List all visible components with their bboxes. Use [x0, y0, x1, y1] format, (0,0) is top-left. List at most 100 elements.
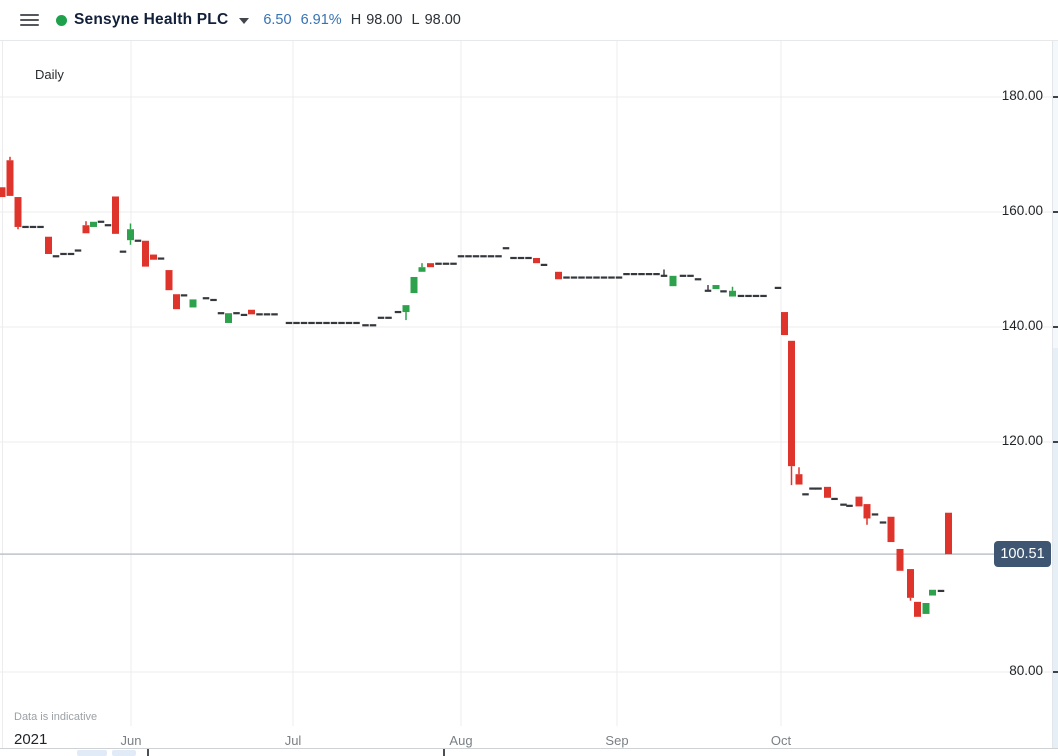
- flat-day-dash: [22, 225, 29, 229]
- flat-day-dash: [263, 313, 271, 316]
- price-axis-tick: [1053, 211, 1058, 213]
- flat-day-dash: [570, 276, 578, 279]
- candle-up: [90, 221, 97, 227]
- hamburger-menu-icon[interactable]: [20, 13, 39, 27]
- candle-down: [427, 263, 434, 268]
- flat-day-dash: [385, 316, 392, 319]
- flat-day-dash: [600, 276, 608, 279]
- flat-day-dash: [593, 276, 600, 279]
- flat-day-dash: [585, 276, 593, 279]
- flat-day-dash: [293, 321, 300, 325]
- flat-day-dash: [369, 324, 377, 327]
- flat-day-dash: [271, 313, 278, 316]
- x-axis-month-label: Jul: [284, 733, 302, 748]
- flat-day-dash: [353, 321, 360, 325]
- candle-down: [45, 236, 52, 254]
- flat-day-dash: [871, 513, 879, 516]
- candle-up: [127, 229, 134, 241]
- candle-up: [402, 305, 410, 313]
- flat-day-dash: [630, 273, 638, 276]
- candle-down: [533, 258, 540, 264]
- flat-day-dash: [679, 274, 687, 277]
- high-label: H: [350, 12, 362, 28]
- flat-day-dash: [846, 504, 853, 507]
- flat-day-dash: [345, 321, 353, 325]
- timeframe-label: Daily: [35, 67, 64, 82]
- quote-summary: 6.50 6.91% H 98.00 L 98.00: [263, 12, 466, 28]
- current-price-badge: 100.51: [994, 541, 1051, 567]
- flat-day-dash: [377, 316, 385, 319]
- flat-day-dash: [37, 225, 44, 229]
- flat-day-dash: [517, 256, 525, 260]
- candle-up: [189, 299, 197, 308]
- bottom-panel-divider-handle: [147, 749, 149, 756]
- flat-day-dash: [465, 255, 472, 258]
- flat-day-dash: [578, 276, 585, 279]
- flat-day-dash: [362, 324, 369, 327]
- candle-up: [418, 267, 426, 272]
- flat-day-dash: [300, 321, 308, 325]
- flat-day-dash: [435, 262, 442, 265]
- price-axis-label: 80.00: [1009, 663, 1043, 678]
- price-axis-tick: [1053, 326, 1058, 328]
- flat-day-dash: [394, 310, 402, 314]
- flat-day-dash: [937, 589, 945, 593]
- price-axis-tick: [1053, 96, 1058, 98]
- candle-down: [0, 187, 6, 198]
- flat-day-dash: [67, 252, 75, 256]
- candle-down: [248, 309, 255, 315]
- candle-down: [142, 240, 149, 267]
- flat-day-dash: [233, 312, 240, 315]
- flat-day-dash: [74, 249, 82, 252]
- flat-day-dash: [330, 321, 338, 325]
- x-axis-month-label: Sep: [605, 733, 629, 748]
- price-axis-label: 180.00: [1001, 88, 1043, 103]
- flat-day-dash: [52, 255, 60, 258]
- flat-day-dash: [563, 276, 570, 279]
- instrument-selector[interactable]: Sensyne Health PLC: [74, 11, 250, 29]
- flat-day-dash: [457, 255, 465, 258]
- candle-up: [929, 589, 936, 596]
- flat-day-dash: [687, 274, 694, 277]
- candle-up: [712, 285, 720, 290]
- candle-down: [896, 548, 904, 571]
- candle-down: [150, 254, 157, 260]
- flat-day-dash: [645, 273, 653, 276]
- flat-day-dash: [802, 493, 809, 496]
- flat-day-dash: [879, 521, 887, 524]
- flat-day-dash: [97, 220, 105, 223]
- bottom-panel-partial-content: [77, 750, 107, 756]
- flat-day-dash: [809, 487, 816, 490]
- candle-up: [669, 275, 677, 287]
- flat-day-dash: [119, 250, 127, 253]
- price-axis-scroll-thumb[interactable]: [1053, 348, 1058, 748]
- flat-day-dash: [157, 257, 165, 260]
- flat-day-dash: [450, 262, 457, 265]
- flat-day-dash: [442, 262, 450, 265]
- flat-day-dash: [308, 321, 315, 325]
- candle-up: [410, 276, 418, 294]
- market-open-status-icon: [56, 14, 67, 26]
- flat-day-dash: [623, 273, 630, 276]
- flat-day-dash: [840, 503, 847, 506]
- chevron-down-icon: [239, 18, 250, 24]
- flat-day-dash: [502, 247, 510, 250]
- flat-day-dash: [615, 276, 623, 279]
- flat-day-dash: [323, 321, 330, 325]
- candle-down: [824, 486, 831, 498]
- flat-day-dash: [202, 297, 210, 300]
- flat-day-dash: [60, 252, 67, 256]
- candle-down: [165, 270, 173, 291]
- flat-day-dash: [29, 225, 37, 229]
- flat-day-dash: [134, 239, 142, 242]
- flat-day-dash: [745, 294, 752, 298]
- flat-day-dash: [774, 286, 782, 289]
- change-value: 6.50: [263, 12, 292, 28]
- candle-down: [781, 312, 788, 336]
- flat-day-dash: [752, 294, 760, 298]
- flat-day-dash: [760, 294, 767, 298]
- candle-down: [6, 160, 14, 196]
- x-axis-year-label: 2021: [14, 731, 48, 748]
- data-indicative-note: Data is indicative: [14, 711, 98, 723]
